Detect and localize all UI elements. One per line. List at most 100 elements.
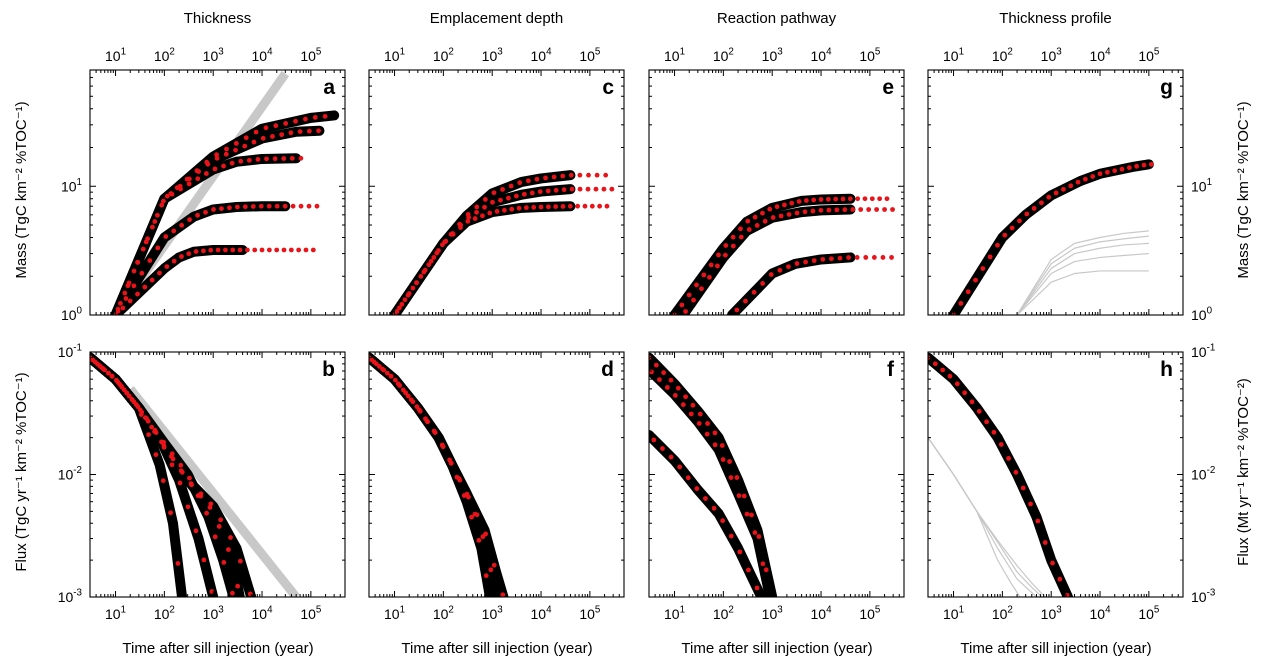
data-dot — [825, 196, 831, 202]
data-dot — [601, 186, 607, 192]
axes-frame — [648, 69, 905, 316]
x-tick-label-bottom: 104 — [252, 605, 274, 622]
data-dot — [233, 147, 238, 153]
data-dot — [168, 454, 174, 459]
data-dot — [947, 373, 953, 379]
data-dot — [448, 231, 454, 237]
data-dot — [746, 227, 752, 232]
data-dot — [160, 478, 166, 484]
data-dot — [243, 135, 249, 141]
panel-letter-d: d — [601, 358, 614, 381]
data-dot — [984, 419, 989, 425]
x-tick-label-bottom: 101 — [664, 605, 685, 622]
x-tick-label-bottom: 105 — [1138, 605, 1160, 622]
data-dot — [371, 359, 377, 365]
data-dot — [789, 200, 795, 206]
data-dot — [242, 143, 248, 149]
y-tick-label-left: 10-2 — [58, 465, 82, 482]
x-tick-label-bottom: 105 — [300, 605, 322, 622]
data-dot — [160, 198, 166, 204]
data-dot — [203, 171, 209, 176]
data-dot — [569, 186, 575, 192]
data-dot — [818, 207, 824, 213]
data-dot — [208, 501, 214, 507]
data-dot — [701, 272, 707, 278]
data-dot — [400, 387, 406, 393]
data-dot — [273, 123, 279, 129]
data-dot — [575, 203, 581, 209]
y-tick-label-left: 101 — [61, 177, 82, 194]
data-dot — [118, 300, 123, 306]
data-dot — [834, 207, 840, 213]
data-dot — [553, 204, 559, 210]
data-dot — [472, 216, 478, 221]
data-dot — [711, 505, 717, 511]
data-dot — [762, 218, 768, 224]
panel-letter-b: b — [322, 358, 335, 381]
data-dot — [214, 152, 220, 158]
y-tick-label-right: 100 — [1191, 306, 1213, 323]
data-dot — [1112, 168, 1118, 174]
data-dot — [164, 193, 170, 199]
data-dot — [488, 567, 494, 573]
data-dot — [561, 187, 567, 193]
data-dot — [474, 209, 479, 215]
data-dot — [877, 196, 883, 202]
data-dot — [469, 514, 474, 520]
data-dot — [752, 530, 758, 535]
data-dot — [465, 212, 471, 217]
x-tick-label-bottom: 104 — [1090, 605, 1112, 622]
data-dot — [525, 178, 531, 184]
data-dot — [869, 196, 875, 202]
data-dot — [991, 429, 997, 435]
data-dot — [1068, 183, 1074, 189]
x-tick-label-bottom: 105 — [859, 605, 881, 622]
data-dot — [290, 203, 296, 209]
x-tick-label-top: 102 — [154, 47, 175, 64]
data-dot — [310, 247, 316, 253]
data-dot — [722, 252, 728, 258]
data-dot — [1035, 518, 1041, 524]
data-dot — [115, 379, 121, 385]
data-dot — [842, 207, 848, 213]
data-dot — [229, 160, 235, 166]
data-dot — [186, 251, 192, 257]
data-dot — [131, 283, 137, 289]
data-dot — [142, 284, 148, 290]
reference-line — [1016, 242, 1149, 315]
data-dot — [247, 591, 253, 597]
data-dot — [263, 125, 269, 131]
x-tick-label-top: 105 — [859, 47, 881, 64]
x-tick-label-top: 102 — [713, 47, 734, 64]
data-dot — [582, 203, 588, 209]
data-dot — [694, 282, 699, 288]
data-dot — [414, 280, 420, 286]
data-dot — [399, 301, 405, 307]
data-dot — [152, 429, 158, 434]
x-tick-label-bottom: 103 — [482, 605, 504, 622]
data-dot — [500, 186, 505, 192]
data-dot — [855, 196, 861, 202]
data-dot — [490, 199, 495, 205]
data-dot — [179, 222, 185, 228]
data-dot — [874, 207, 880, 212]
data-dot — [216, 524, 222, 529]
data-dot — [516, 205, 522, 211]
data-dot — [155, 245, 161, 251]
data-dot — [940, 367, 946, 373]
data-dot — [500, 592, 506, 597]
x-tick-label-bottom: 103 — [1041, 605, 1063, 622]
data-dot — [204, 159, 210, 165]
data-dot — [537, 189, 543, 195]
data-dot — [1141, 162, 1147, 168]
data-dot — [178, 468, 184, 474]
data-dot — [694, 486, 700, 491]
data-dot — [882, 207, 887, 212]
data-dot — [593, 186, 599, 192]
data-dot — [734, 475, 740, 480]
data-dot — [1042, 540, 1048, 545]
data-dot — [738, 226, 743, 232]
